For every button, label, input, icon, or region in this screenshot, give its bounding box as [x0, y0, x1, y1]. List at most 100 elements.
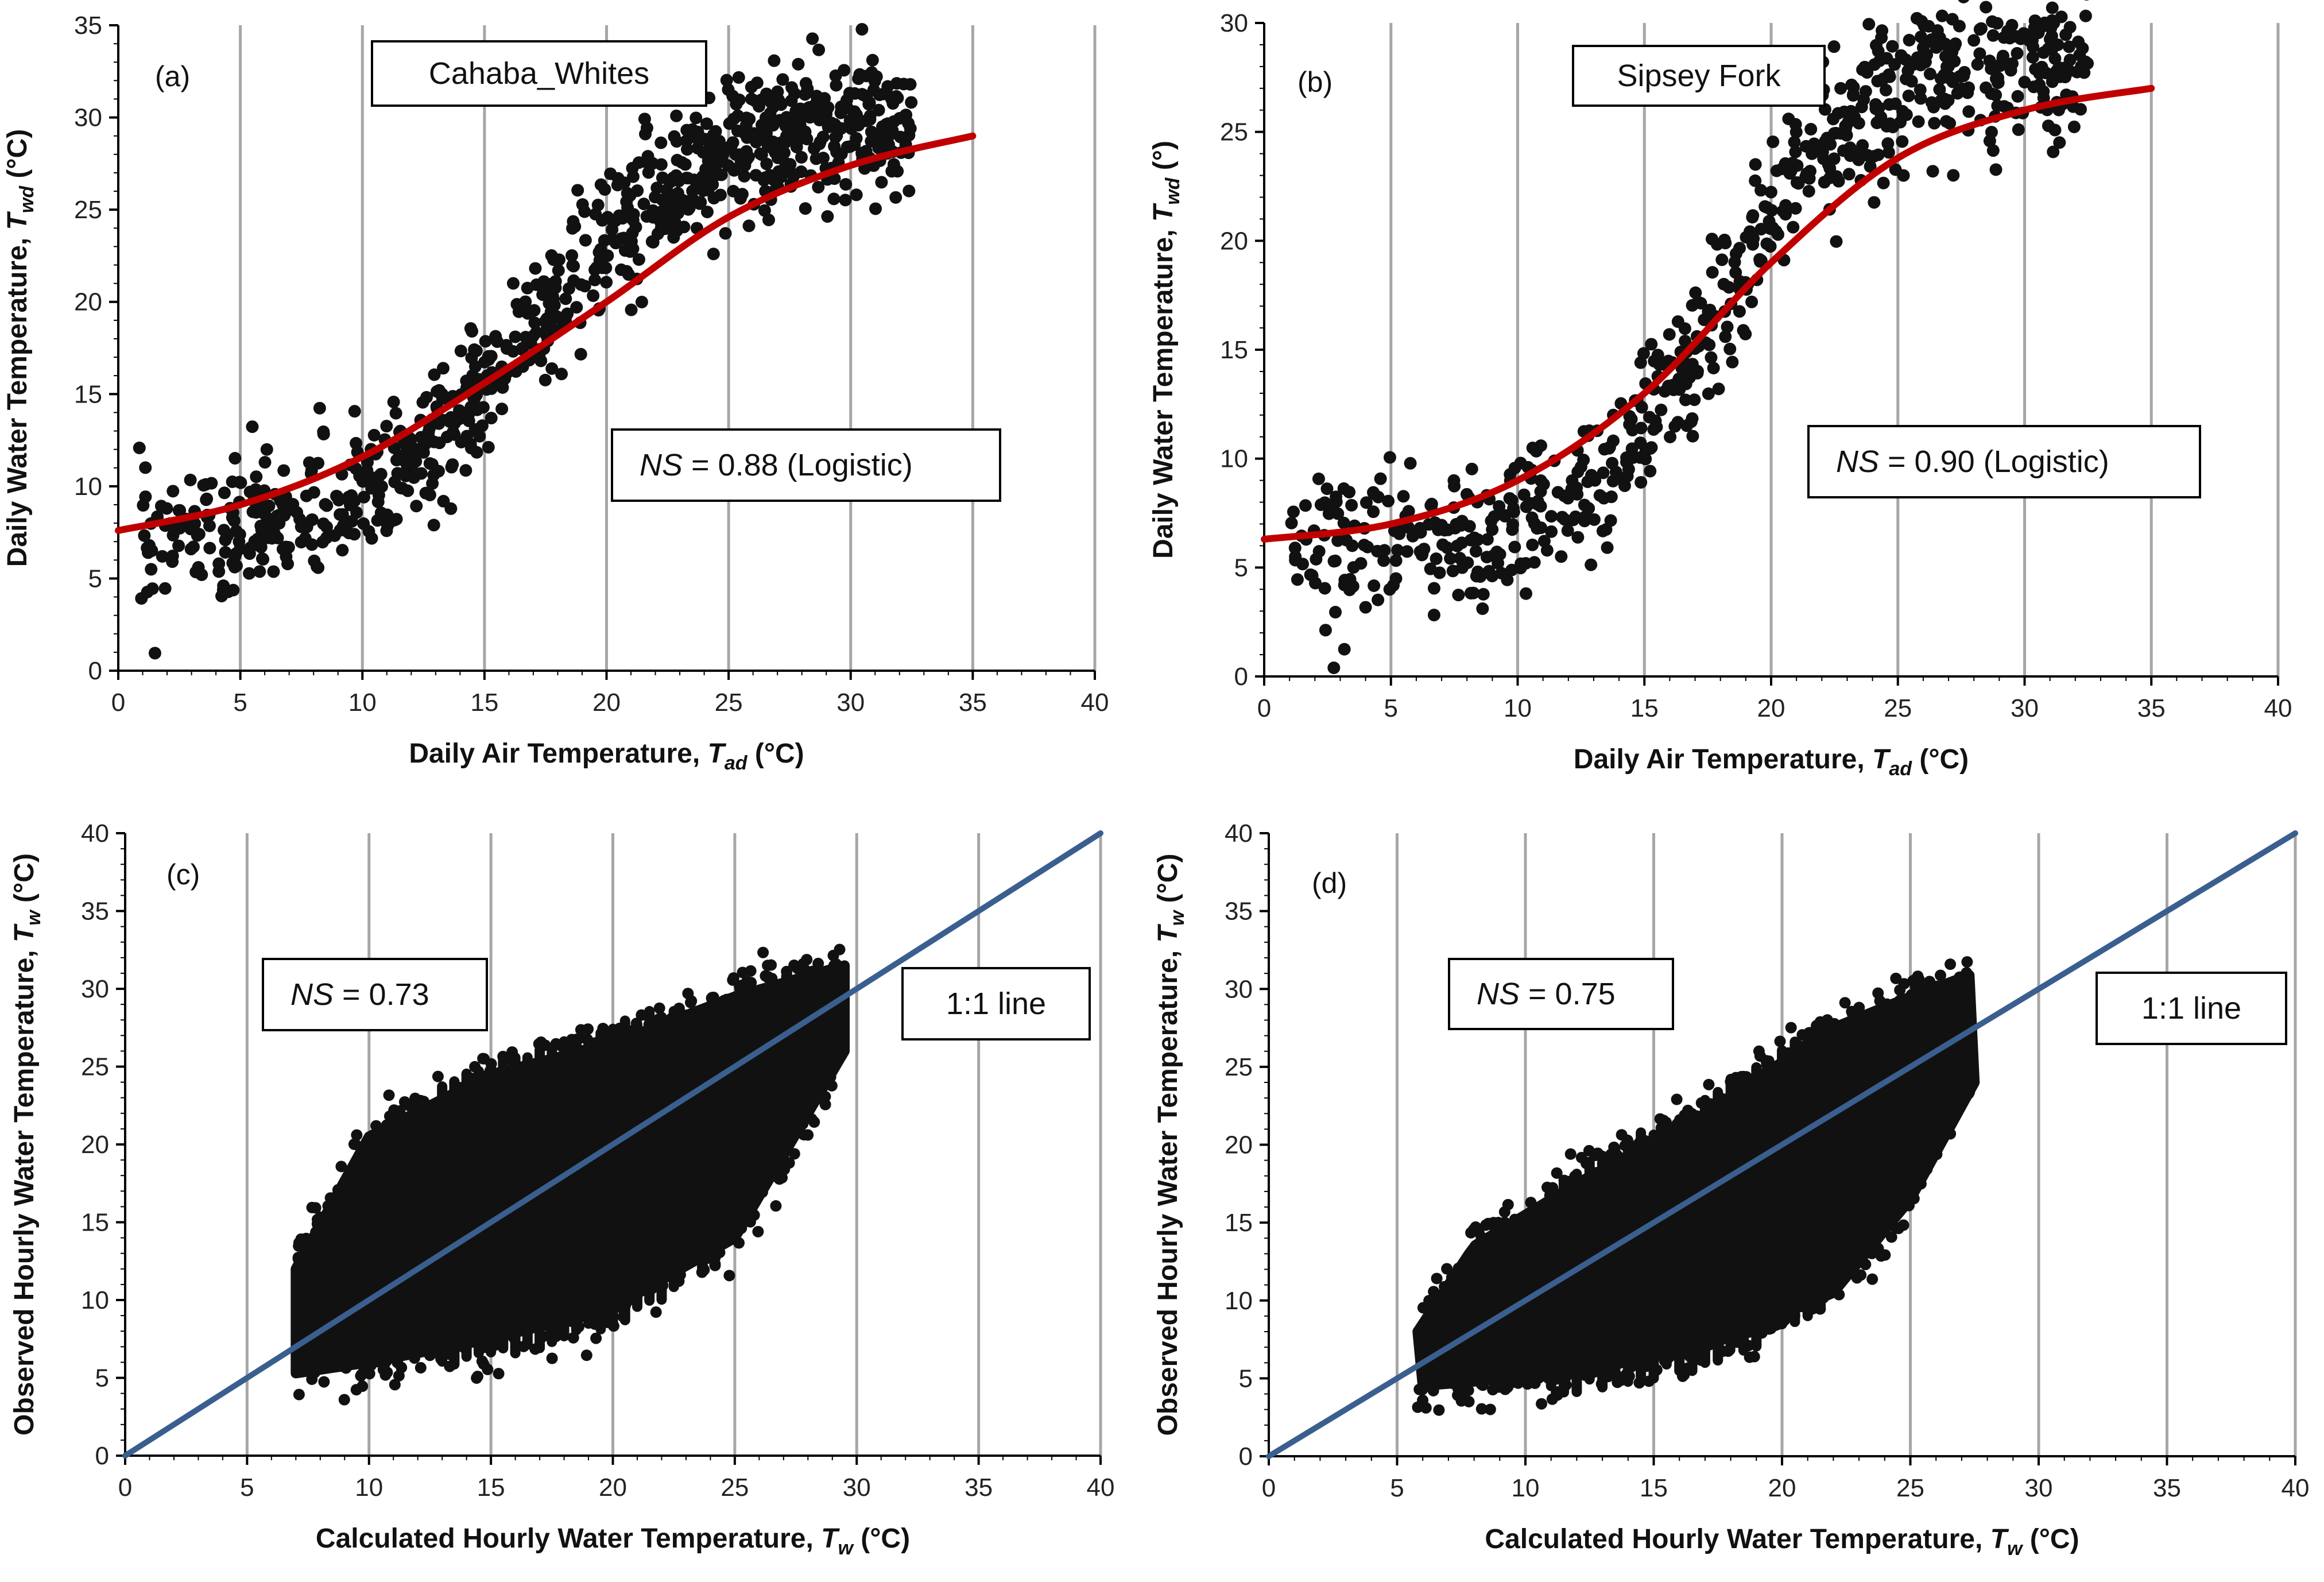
data-point [665, 1013, 677, 1025]
data-point [1431, 1272, 1443, 1285]
data-point [640, 156, 653, 169]
data-point [733, 1237, 745, 1249]
data-point [1883, 68, 1896, 82]
data-point [396, 1361, 408, 1374]
data-point [544, 305, 557, 319]
data-point [866, 53, 879, 67]
data-point [1452, 1389, 1464, 1401]
data-point [549, 1330, 561, 1343]
data-point [1915, 30, 1928, 44]
data-point [1935, 38, 1948, 51]
data-point [891, 165, 904, 178]
site-title-box: Sipsey Fork [1572, 45, 1826, 107]
data-point [617, 1311, 629, 1323]
data-point [142, 546, 155, 559]
data-point [1803, 172, 1816, 185]
data-point [246, 420, 259, 434]
data-point [1774, 1035, 1786, 1047]
data-point [1958, 0, 1969, 3]
data-point [2028, 14, 2042, 28]
data-point [1765, 1322, 1777, 1335]
data-point [1644, 442, 1657, 455]
data-point [230, 524, 243, 537]
data-point [307, 486, 320, 499]
data-point [707, 247, 720, 261]
data-point [312, 457, 325, 470]
data-point [510, 297, 524, 311]
data-point [1498, 509, 1512, 523]
data-point [1620, 451, 1633, 465]
data-point [1338, 643, 1351, 656]
data-point [559, 292, 572, 305]
axis-title-subscript: w [838, 1537, 854, 1559]
data-point [379, 1369, 392, 1381]
data-point [614, 1022, 626, 1034]
data-point [865, 125, 878, 138]
data-point [1749, 174, 1762, 187]
data-point [460, 430, 474, 443]
data-point [1980, 81, 1993, 94]
data-point [2081, 57, 2094, 70]
data-point [795, 150, 808, 164]
data-point [1664, 431, 1677, 444]
data-point [1545, 525, 1558, 538]
data-point [309, 1202, 322, 1214]
data-point [1962, 105, 1976, 118]
x-tick-label: 30 [836, 689, 865, 717]
data-point [709, 1251, 721, 1263]
y-tick-label: 15 [81, 1209, 109, 1237]
data-point [1822, 158, 1835, 171]
data-point [1903, 33, 1916, 47]
y-tick-label: 20 [1220, 227, 1248, 255]
data-point [292, 1251, 304, 1263]
data-point [478, 1070, 490, 1082]
data-point [1894, 995, 1906, 1007]
data-point [1634, 475, 1648, 489]
y-tick-label: 25 [1220, 118, 1248, 146]
data-point [850, 188, 863, 202]
data-point [567, 1332, 579, 1344]
data-point [1463, 1395, 1475, 1407]
data-point [1374, 472, 1387, 485]
data-point [1589, 1150, 1601, 1162]
data-point [258, 456, 272, 469]
y-axis-title: Observed Hourly Water Temperature, Tw (°… [1153, 854, 1188, 1436]
data-point [545, 283, 559, 296]
data-point [1633, 1377, 1645, 1389]
data-point [1945, 958, 1957, 970]
data-point [2079, 9, 2092, 22]
fit-curve [1261, 84, 2155, 543]
data-point [187, 540, 200, 554]
data-point [563, 1046, 575, 1058]
data-point [506, 1046, 518, 1058]
data-point [1989, 163, 2002, 176]
panel-label: (a) [155, 60, 190, 92]
data-point [756, 1186, 768, 1198]
data-point [1430, 552, 1443, 566]
data-point [734, 984, 746, 996]
data-point [521, 281, 534, 295]
data-point [1880, 52, 1893, 65]
data-point [173, 521, 187, 535]
data-point [1726, 355, 1739, 369]
data-point [1789, 145, 1802, 158]
data-point [255, 523, 268, 536]
data-point [250, 470, 263, 484]
line-label-box: 1:1 line [2096, 972, 2287, 1045]
data-point [1389, 554, 1403, 567]
data-point [1391, 544, 1404, 557]
y-tick-label: 20 [74, 288, 102, 316]
data-point [685, 995, 698, 1007]
data-point [2047, 145, 2060, 158]
data-point [1503, 492, 1516, 505]
line-label-box: 1:1 line [901, 967, 1091, 1041]
axis-title-unit: (°C) [747, 738, 804, 769]
data-point [688, 173, 701, 187]
data-point [606, 223, 619, 236]
data-point [1695, 1354, 1707, 1366]
data-point [300, 520, 313, 533]
data-point [1962, 1088, 1974, 1100]
data-point [1733, 305, 1746, 318]
data-point [1367, 487, 1380, 500]
ns-annotation-box: NS = 0.73 [262, 958, 488, 1031]
